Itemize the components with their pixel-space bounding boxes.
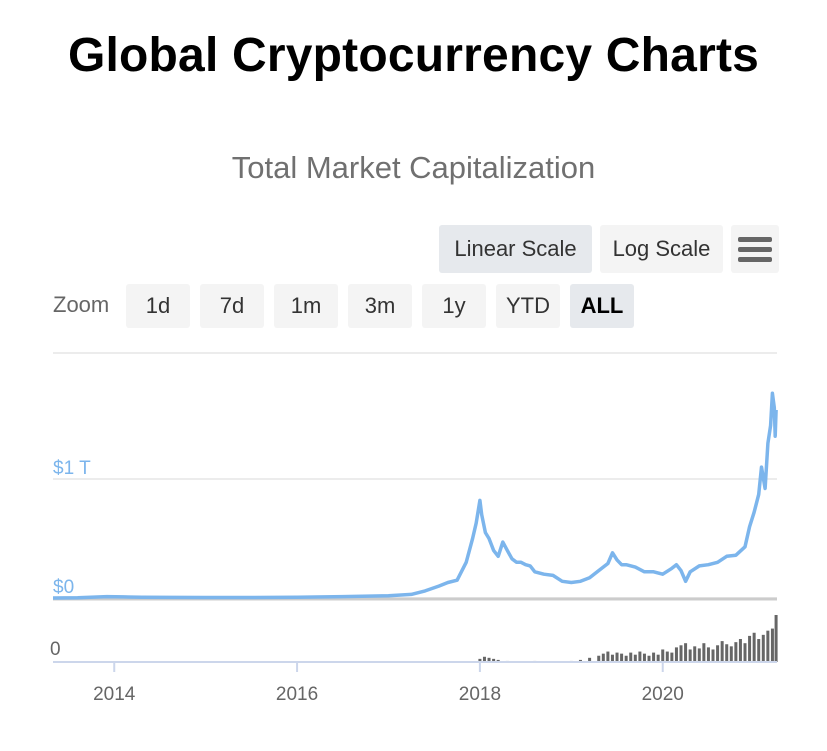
volume-bar <box>624 655 628 662</box>
hamburger-menu-icon[interactable] <box>731 225 779 273</box>
volume-bar <box>601 653 605 662</box>
volume-bar <box>606 651 610 662</box>
volume-bar <box>720 641 724 662</box>
market-cap-chart: $0 $1 T 0 2014 2016 2018 2020 <box>50 352 778 705</box>
volume-bar <box>629 652 633 662</box>
x-tick-label: 2016 <box>276 684 318 705</box>
y-tick-label: $0 <box>53 577 74 598</box>
volume-bar <box>615 652 619 662</box>
volume-bar <box>752 632 756 662</box>
volume-bar <box>688 649 692 662</box>
volume-bar <box>478 658 482 662</box>
volume-bars <box>478 615 778 662</box>
volume-bar <box>729 646 733 662</box>
volume-bar <box>716 645 720 662</box>
volume-bar <box>674 647 678 662</box>
x-tick-label: 2014 <box>93 684 136 705</box>
volume-bar <box>757 639 761 662</box>
volume-bar <box>770 628 774 662</box>
volume-bar <box>620 653 624 662</box>
volume-bar <box>661 649 665 662</box>
volume-bar <box>656 654 660 662</box>
x-tick-label: 2020 <box>642 684 684 705</box>
volume-bar <box>638 651 642 662</box>
x-axis: 2014 2016 2018 2020 <box>53 661 777 705</box>
zoom-3m-button[interactable]: 3m <box>348 284 412 328</box>
volume-bar <box>693 646 697 662</box>
grid <box>53 352 777 601</box>
zoom-all-button[interactable]: ALL <box>570 284 634 328</box>
volume-bar <box>774 615 778 662</box>
volume-bar <box>738 639 742 662</box>
volume-bar <box>702 643 706 662</box>
volume-bar <box>492 658 496 662</box>
linear-scale-button[interactable]: Linear Scale <box>439 225 592 273</box>
volume-bar <box>748 635 752 662</box>
zoom-1y-button[interactable]: 1y <box>422 284 486 328</box>
y-tick-label: $1 T <box>53 458 91 479</box>
volume-bar <box>665 651 669 662</box>
volume-bar <box>578 659 582 662</box>
page-title: Global Cryptocurrency Charts <box>67 29 760 82</box>
volume-bar <box>679 645 683 662</box>
volume-bar <box>670 652 674 662</box>
volume-bar <box>697 648 701 662</box>
volume-bar <box>766 630 770 662</box>
volume-bar <box>761 634 765 662</box>
volume-zero-label: 0 <box>50 639 61 660</box>
volume-bar <box>610 654 614 662</box>
zoom-ytd-button[interactable]: YTD <box>496 284 560 328</box>
volume-bar <box>684 643 688 662</box>
volume-bar <box>725 644 729 662</box>
zoom-label: Zoom <box>53 292 110 317</box>
x-tick-label: 2018 <box>459 684 501 705</box>
volume-bar <box>743 643 747 662</box>
volume-bar <box>706 647 710 662</box>
volume-bar <box>734 642 738 662</box>
chart-title: Total Market Capitalization <box>231 150 596 185</box>
zoom-7d-button[interactable]: 7d <box>200 284 264 328</box>
volume-bar <box>652 652 656 662</box>
volume-bar <box>496 659 500 662</box>
market-cap-line <box>52 391 778 600</box>
volume-bar <box>633 654 637 662</box>
zoom-1m-button[interactable]: 1m <box>274 284 338 328</box>
log-scale-button[interactable]: Log Scale <box>600 225 723 273</box>
volume-bar <box>711 649 715 662</box>
volume-bar <box>642 653 646 662</box>
zoom-1d-button[interactable]: 1d <box>126 284 190 328</box>
volume-bar <box>487 657 491 662</box>
volume-bar <box>482 656 486 662</box>
volume-bar <box>647 655 651 662</box>
volume-bar <box>588 657 592 662</box>
y-axis-labels: $0 $1 T 0 <box>50 458 91 660</box>
volume-bar <box>597 655 601 662</box>
